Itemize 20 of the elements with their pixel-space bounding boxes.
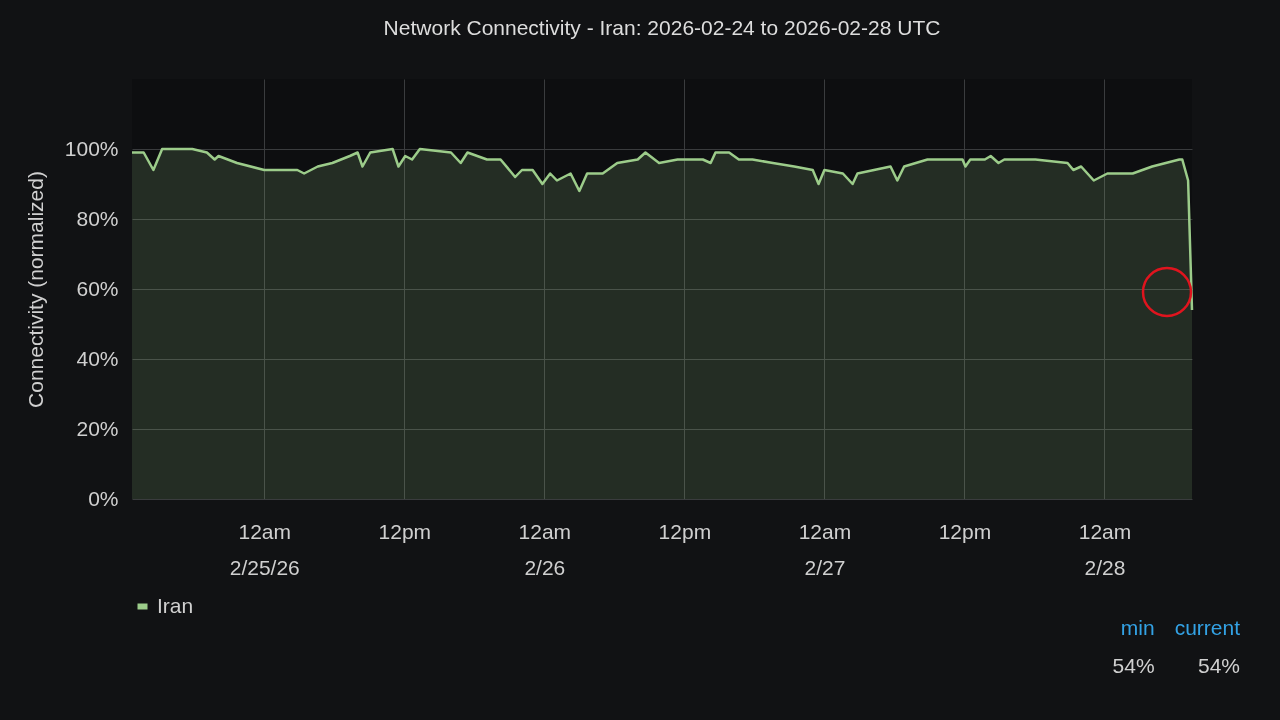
legend-label: Iran <box>157 593 194 617</box>
y-tick-label: 100% <box>64 136 119 160</box>
text: min <box>1119 616 1155 640</box>
x-tick-label: 12am 2/25/26 <box>229 519 300 579</box>
y-axis-title: Connectivity (normalized) <box>23 171 47 408</box>
x-tick-label: 12pm <box>938 519 992 543</box>
text: 54% <box>1112 654 1155 678</box>
x-tick-label: 12pm <box>378 519 432 543</box>
x-tick-label: 12am 2/26 <box>518 519 572 579</box>
y-tick-label: 40% <box>76 346 119 370</box>
chart-title: Network Connectivity - Iran: 2026-02-24 to 2026-02-28 UTC <box>383 16 941 39</box>
y-tick-label: 20% <box>76 416 119 440</box>
y-tick-label: 0% <box>88 486 119 510</box>
text: 54% <box>1196 654 1240 678</box>
y-tick-label: 80% <box>76 206 119 230</box>
y-tick-label: 60% <box>76 276 119 300</box>
x-tick-label: 12am 2/28 <box>1078 519 1132 579</box>
x-tick-label: 12pm <box>658 519 712 543</box>
x-tick-label: 12am 2/27 <box>798 519 852 579</box>
text: current <box>1174 616 1240 640</box>
